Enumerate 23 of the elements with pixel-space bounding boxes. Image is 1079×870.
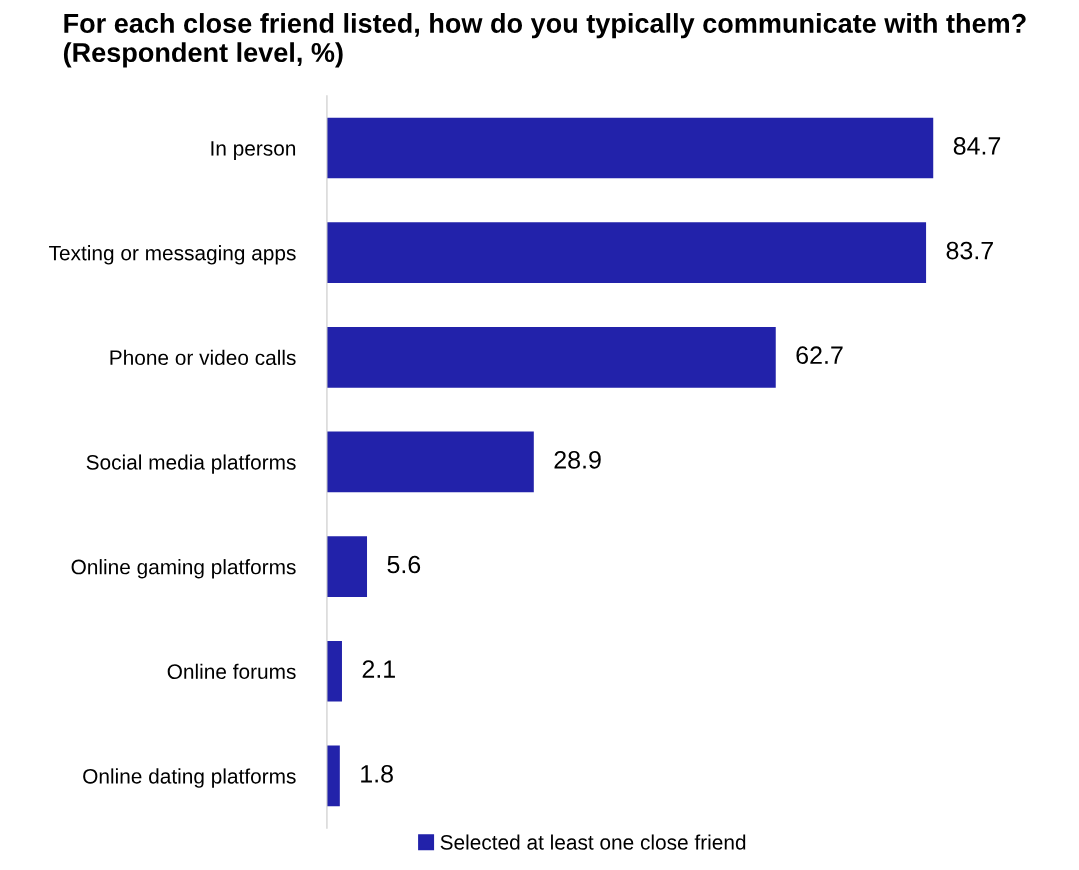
data-label: 5.6 xyxy=(387,555,421,574)
bar xyxy=(326,326,776,388)
chart-title: For each close friend listed, how do you typically communicate with them? (Respondent level, %) xyxy=(63,13,1026,68)
y-tick-label: In person xyxy=(211,141,296,160)
data-label: 2.1 xyxy=(362,660,395,678)
data-label: 28.9 xyxy=(554,450,601,469)
y-tick-label: Online dating platforms xyxy=(83,768,296,788)
bar xyxy=(326,745,340,807)
bar xyxy=(326,536,368,597)
data-label: 83.7 xyxy=(946,241,993,260)
data-label: 1.8 xyxy=(361,764,393,783)
legend-label: Selected at least one close friend xyxy=(440,834,746,850)
data-label: 84.7 xyxy=(953,137,1001,155)
bar xyxy=(326,431,534,493)
y-tick-label: Texting or messaging apps xyxy=(49,245,296,265)
bar xyxy=(326,117,934,179)
y-tick-label: Online forums xyxy=(167,663,296,680)
y-tick-label: Phone or video calls xyxy=(110,349,296,366)
data-label: 62.7 xyxy=(796,346,843,365)
y-tick-label: Social media platforms xyxy=(86,454,296,474)
bar xyxy=(326,222,927,284)
bar xyxy=(326,640,342,702)
y-tick-label: Online gaming platforms xyxy=(71,559,296,579)
